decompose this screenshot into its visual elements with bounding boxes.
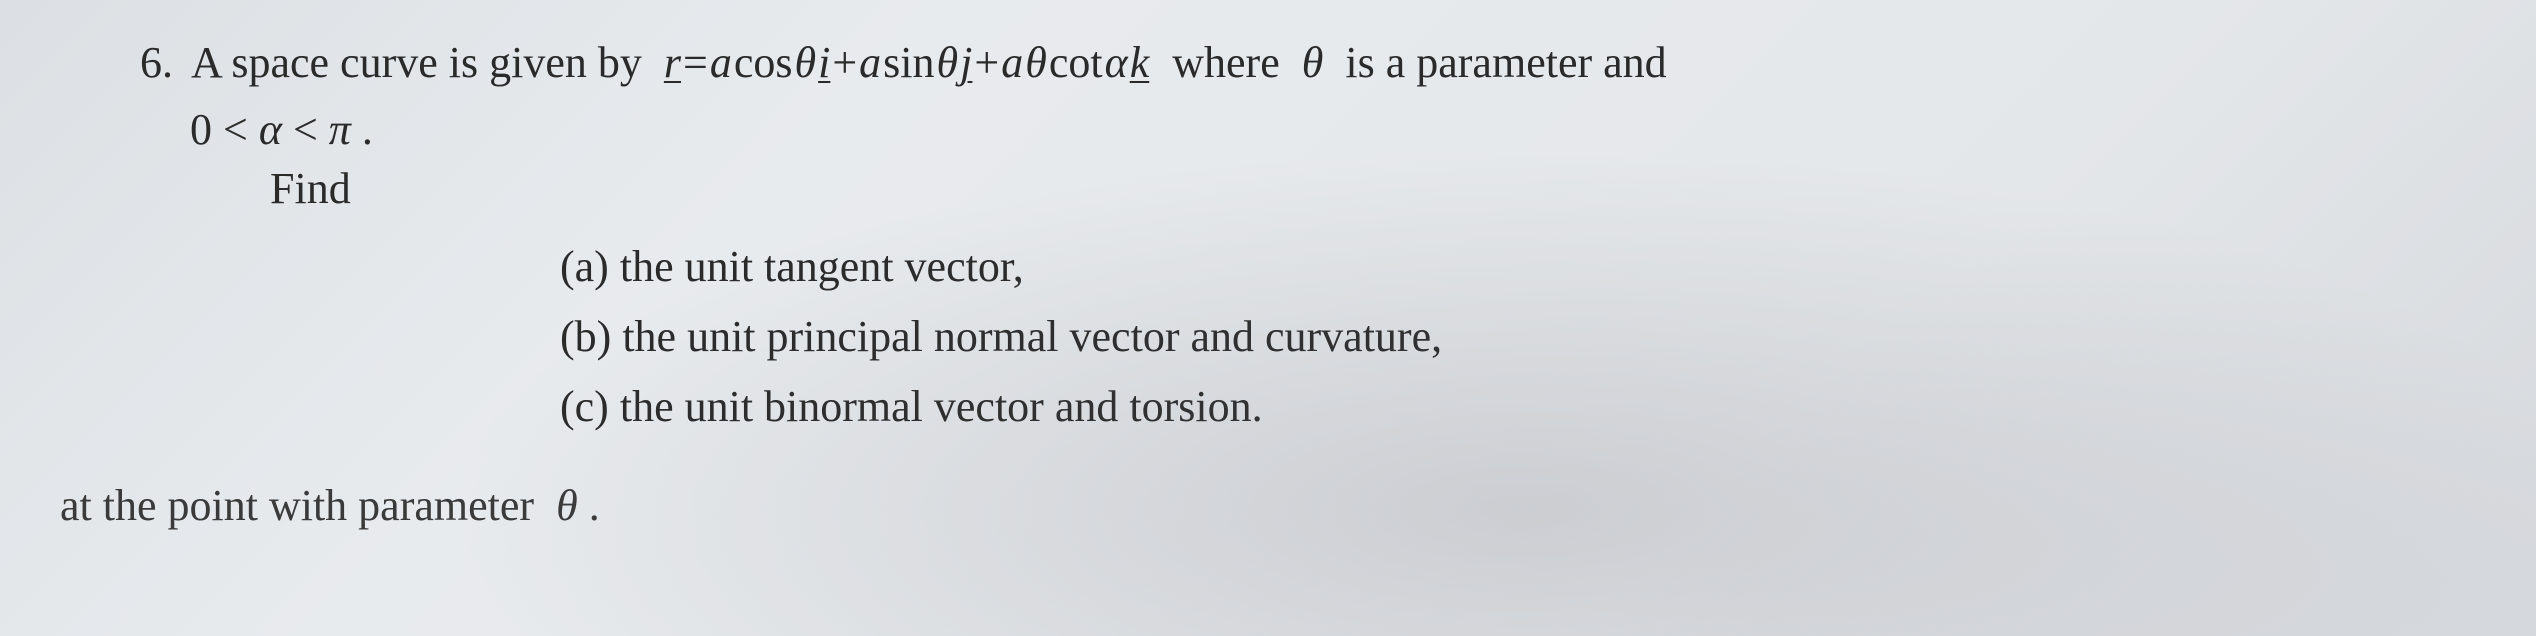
coef-a1: a xyxy=(710,30,732,96)
problem-number: 6. xyxy=(140,30,173,96)
unit-i: i xyxy=(818,30,830,96)
final-prefix: at the point with parameter xyxy=(60,481,534,530)
param-text: is a parameter and xyxy=(1345,38,1666,87)
final-theta: θ xyxy=(556,481,578,530)
plus-1: + xyxy=(832,30,857,96)
coef-a3: a xyxy=(1001,30,1023,96)
item-c-text: the unit binormal vector and torsion. xyxy=(620,382,1263,431)
theta-2: θ xyxy=(937,30,959,96)
item-b: (b) the unit principal normal vector and… xyxy=(560,304,2476,370)
item-a-text: the unit tangent vector, xyxy=(620,242,1024,291)
item-a: (a) the unit tangent vector, xyxy=(560,234,2476,300)
sin: sin xyxy=(883,30,934,96)
item-b-label: (b) xyxy=(560,312,611,361)
sub-items: (a) the unit tangent vector, (b) the uni… xyxy=(560,234,2476,440)
final-line: at the point with parameter θ . xyxy=(60,480,2476,531)
unit-k: k xyxy=(1130,30,1150,96)
constraint-line: 0 < α < π . xyxy=(190,104,2476,155)
final-period: . xyxy=(589,481,600,530)
where-clause: where θ is a parameter and xyxy=(1161,30,1666,96)
item-b-text: the unit principal normal vector and cur… xyxy=(622,312,1442,361)
cos: cos xyxy=(734,30,793,96)
cot: cot xyxy=(1049,30,1103,96)
lt-2: < xyxy=(293,105,329,154)
coef-a2: a xyxy=(859,30,881,96)
period-1: . xyxy=(362,105,373,154)
formula: r = a cos θ i + a sin θ j + a θ cot α k xyxy=(664,30,1149,96)
problem-line-1: 6. A space curve is given by r = a cos θ… xyxy=(140,30,2476,96)
item-a-label: (a) xyxy=(560,242,609,291)
zero: 0 xyxy=(190,105,212,154)
plus-2: + xyxy=(974,30,999,96)
theta-param: θ xyxy=(1302,38,1324,87)
find-label: Find xyxy=(270,163,2476,214)
vector-r: r xyxy=(664,30,681,96)
item-c: (c) the unit binormal vector and torsion… xyxy=(560,374,2476,440)
where-text: where xyxy=(1172,38,1280,87)
problem-prefix: A space curve is given by xyxy=(191,30,642,96)
lt-1: < xyxy=(223,105,259,154)
unit-j: j xyxy=(960,30,972,96)
item-c-label: (c) xyxy=(560,382,609,431)
theta-1: θ xyxy=(794,30,816,96)
alpha-constraint: α xyxy=(259,105,282,154)
alpha-1: α xyxy=(1105,30,1128,96)
pi: π xyxy=(329,105,351,154)
theta-3: θ xyxy=(1025,30,1047,96)
equals: = xyxy=(683,30,708,96)
